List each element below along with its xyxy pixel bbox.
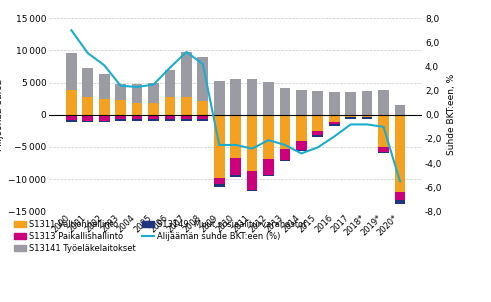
Bar [362, 91, 373, 115]
Bar [66, 90, 77, 115]
Bar [99, 115, 109, 120]
Bar [345, 115, 356, 117]
Bar [263, 175, 274, 176]
Bar [181, 115, 191, 119]
Bar [329, 124, 340, 126]
Legend: S1311 Valtionhallinto, S1313 Paikallishallinto, S13141 Työeläkelaitokset, S13149: S1311 Valtionhallinto, S1313 Paikallisha… [14, 220, 307, 253]
Bar [197, 57, 208, 101]
Bar [247, 171, 257, 190]
Bar [66, 115, 77, 120]
Bar [345, 117, 356, 119]
Bar [263, 115, 274, 159]
Bar [247, 190, 257, 191]
Bar [148, 102, 159, 115]
Bar [296, 150, 307, 152]
Bar [312, 131, 323, 135]
Bar [395, 200, 405, 204]
Bar [230, 175, 241, 177]
Bar [148, 83, 159, 102]
Bar [312, 135, 323, 137]
Bar [247, 79, 257, 115]
Bar [164, 115, 175, 119]
Bar [115, 119, 126, 120]
Bar [362, 115, 373, 117]
Bar [280, 149, 290, 160]
Bar [164, 97, 175, 115]
Bar [115, 115, 126, 119]
Bar [329, 123, 340, 124]
Bar [263, 159, 274, 175]
Bar [132, 84, 142, 103]
Bar [296, 90, 307, 115]
Bar [247, 115, 257, 171]
Bar [230, 115, 241, 158]
Bar [181, 119, 191, 120]
Y-axis label: Miljoonaa euroa: Miljoonaa euroa [0, 79, 4, 151]
Bar [164, 119, 175, 120]
Bar [132, 115, 142, 119]
Bar [378, 90, 389, 115]
Bar [312, 115, 323, 131]
Bar [395, 115, 405, 192]
Bar [148, 115, 159, 119]
Bar [362, 117, 373, 119]
Bar [197, 101, 208, 115]
Bar [115, 85, 126, 100]
Bar [378, 147, 389, 152]
Bar [395, 105, 405, 115]
Bar [296, 141, 307, 150]
Bar [329, 92, 340, 115]
Bar [164, 70, 175, 97]
Bar [378, 115, 389, 147]
Bar [132, 103, 142, 115]
Bar [280, 115, 290, 149]
Bar [181, 52, 191, 97]
Bar [66, 53, 77, 90]
Bar [263, 82, 274, 115]
Bar [197, 119, 208, 120]
Bar [82, 115, 93, 120]
Bar [132, 119, 142, 120]
Bar [378, 152, 389, 153]
Bar [345, 92, 356, 115]
Bar [115, 100, 126, 115]
Y-axis label: Suhde BKT:een, %: Suhde BKT:een, % [447, 74, 456, 156]
Bar [230, 158, 241, 175]
Bar [99, 73, 109, 99]
Bar [230, 79, 241, 115]
Bar [280, 160, 290, 161]
Bar [395, 192, 405, 200]
Bar [181, 97, 191, 115]
Bar [214, 81, 224, 115]
Bar [280, 88, 290, 115]
Bar [214, 178, 224, 184]
Bar [312, 91, 323, 115]
Bar [214, 184, 224, 187]
Bar [99, 120, 109, 123]
Bar [82, 68, 93, 97]
Bar [82, 97, 93, 115]
Bar [197, 115, 208, 119]
Bar [296, 115, 307, 141]
Bar [99, 99, 109, 115]
Bar [148, 119, 159, 120]
Bar [66, 120, 77, 122]
Bar [82, 120, 93, 123]
Bar [214, 115, 224, 178]
Bar [329, 115, 340, 123]
